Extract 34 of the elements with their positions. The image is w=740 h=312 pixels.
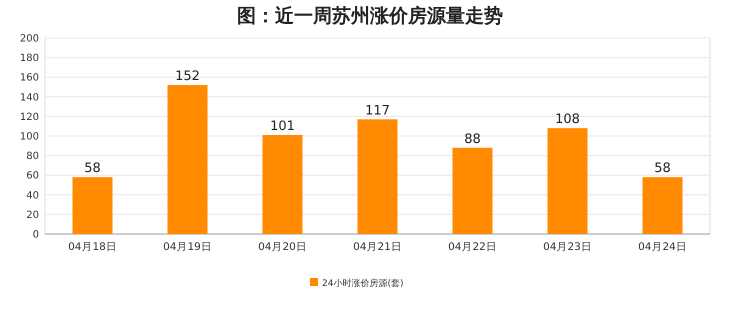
data-label: 101 [270,119,295,134]
y-tick-label: 80 [26,151,39,162]
data-label: 58 [84,161,101,176]
chart-title: 图：近一周苏州涨价房源量走势 [237,5,503,27]
x-tick-label: 04月19日 [163,241,212,253]
x-tick-label: 04月24日 [638,241,687,253]
y-tick-label: 40 [26,190,39,202]
bar [642,177,682,234]
y-tick-label: 100 [20,132,39,142]
x-tick-label: 04月20日 [258,241,307,253]
bar [452,148,492,234]
bar [548,128,588,234]
y-tick-label: 200 [20,34,39,44]
y-tick-label: 140 [20,92,39,104]
legend-label: 24小时涨价房源(套) [322,278,404,289]
data-label: 58 [654,161,671,176]
y-tick-label: 180 [20,53,39,64]
y-tick-label: 120 [20,112,39,123]
data-label: 152 [175,69,200,84]
data-label: 88 [464,132,481,147]
x-tick-label: 04月22日 [448,241,497,253]
bar [358,119,398,234]
bar [262,135,302,234]
x-tick-label: 04月23日 [543,241,592,253]
bar [168,85,208,234]
bar [72,177,112,234]
data-label: 108 [555,112,580,128]
data-label: 117 [365,103,390,118]
y-tick-label: 160 [20,72,39,84]
x-tick-label: 04月21日 [353,241,402,253]
y-tick-label: 20 [26,210,39,221]
x-tick-label: 04月18日 [68,241,117,253]
y-tick-label: 60 [26,170,39,182]
y-tick-label: 0 [32,230,39,240]
